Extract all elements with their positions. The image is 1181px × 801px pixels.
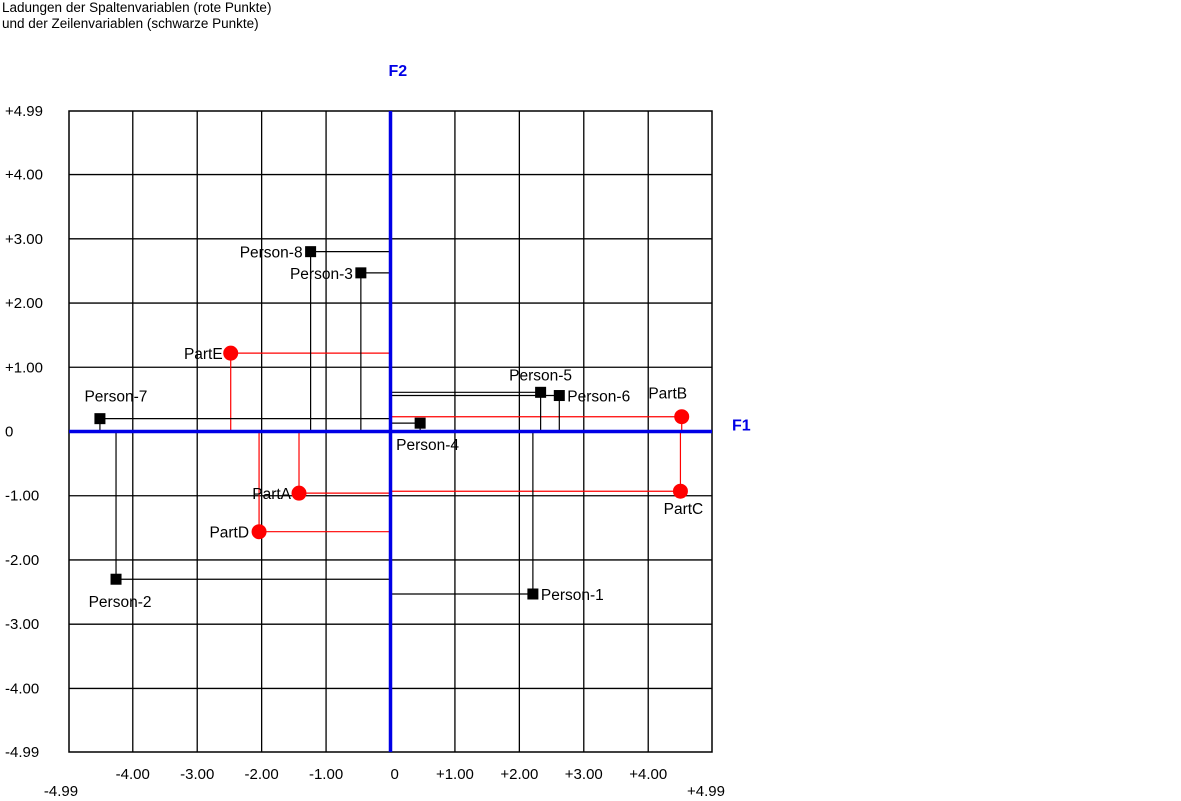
y-tick-label: -2.00 [5, 552, 39, 569]
point-label-person-3: Person-3 [290, 266, 353, 283]
point-parte [223, 345, 239, 361]
x-tick-label: -2.00 [245, 766, 279, 783]
point-label-person-1: Person-1 [541, 587, 604, 604]
point-label-partc: PartC [664, 501, 704, 518]
y-tick-label: +3.00 [5, 231, 43, 248]
point-partb [674, 409, 690, 425]
point-label-partd: PartD [209, 525, 249, 542]
x-tick-label: -3.00 [180, 766, 214, 783]
y-tick-label: -3.00 [5, 616, 39, 633]
y-tick-label: +1.00 [5, 359, 43, 376]
point-person-8 [305, 246, 317, 258]
y-tick-label: -4.00 [5, 680, 39, 697]
y-tick-label: -4.99 [5, 744, 39, 761]
axis-label-f2: F2 [389, 63, 408, 80]
axis-label-f1: F1 [732, 418, 751, 435]
point-label-parte: PartE [184, 346, 223, 363]
point-person-3 [355, 267, 367, 279]
point-partd [251, 524, 267, 540]
x-tick-label: -4.99 [44, 783, 78, 800]
point-person-1 [527, 588, 539, 600]
point-label-person-5: Person-5 [509, 367, 572, 384]
point-label-person-7: Person-7 [84, 389, 147, 406]
point-label-person-6: Person-6 [567, 389, 630, 406]
y-tick-label: +4.99 [5, 103, 43, 120]
caption-line-1: Ladungen der Spaltenvariablen (rote Punk… [2, 0, 272, 15]
point-label-person-4: Person-4 [396, 437, 459, 454]
point-parta [291, 485, 307, 501]
point-person-4 [414, 417, 426, 429]
point-partc [672, 483, 688, 499]
x-tick-label: +2.00 [500, 766, 538, 783]
x-tick-label: +3.00 [565, 766, 603, 783]
point-label-parta: PartA [252, 486, 291, 503]
x-tick-label: -4.00 [116, 766, 150, 783]
caption-line-2: und der Zeilenvariablen (schwarze Punkte… [2, 16, 259, 31]
x-tick-label: +1.00 [436, 766, 474, 783]
y-tick-label: +2.00 [5, 295, 43, 312]
y-tick-label: -1.00 [5, 488, 39, 505]
tick-label-layer: -4.99 -4.00 -3.00 -2.00 -1.00 0 +1.00 +2.00 +3.0… [5, 103, 725, 800]
y-tick-label: +4.00 [5, 167, 43, 184]
point-label-person-2: Person-2 [89, 594, 152, 611]
point-person-5 [535, 386, 547, 398]
point-label-partb: PartB [648, 386, 687, 403]
x-tick-label: +4.00 [629, 766, 667, 783]
point-label-person-8: Person-8 [240, 245, 303, 262]
axis-layer: F1 F2 [69, 63, 751, 752]
point-person-7 [94, 413, 106, 425]
point-person-6 [553, 390, 565, 402]
x-tick-label: +4.99 [687, 783, 725, 800]
y-tick-label: 0 [5, 424, 13, 441]
x-tick-label: -1.00 [309, 766, 343, 783]
chart-caption: Ladungen der Spaltenvariablen (rote Punk… [2, 0, 271, 32]
point-person-2 [110, 573, 122, 585]
point-layer: PartA PartB PartC PartD PartE Person-1 Person-… [84, 245, 703, 612]
x-tick-label: 0 [391, 766, 399, 783]
